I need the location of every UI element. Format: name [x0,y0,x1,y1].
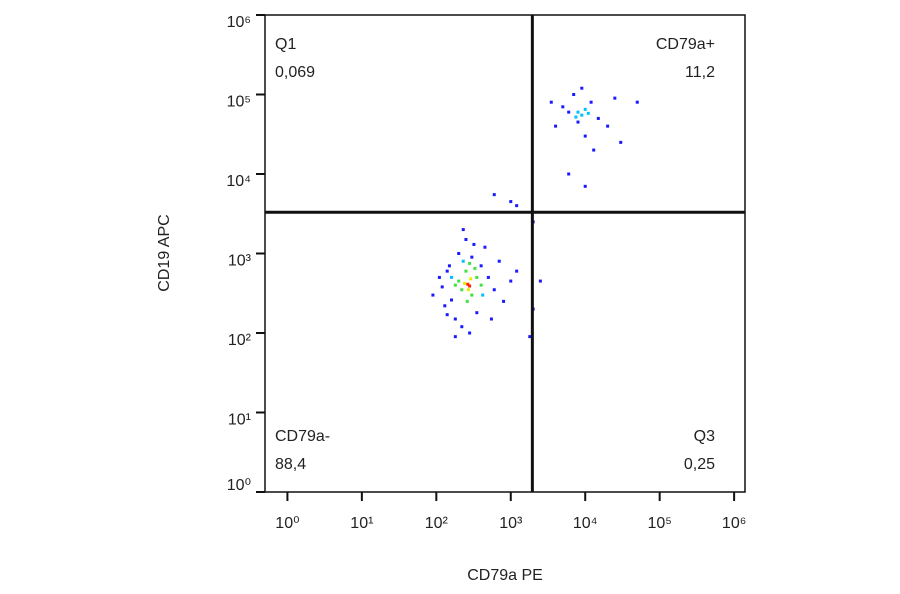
event-dot [528,335,532,339]
event-dot [492,193,496,197]
event-dot [453,317,457,321]
event-dot [440,285,444,289]
event-dot [479,264,483,268]
y-tick-label: 10⁶ [227,14,251,31]
event-dot [509,279,513,283]
y-tick-label: 10⁴ [226,173,251,190]
event-dot [447,264,451,268]
x-tick-label: 10⁰ [275,515,299,532]
x-tick-label: 10¹ [350,515,373,532]
plot-frame [264,14,746,493]
x-axis-title: CD79a PE [467,567,543,584]
quadrant-percent: 0,069 [275,64,315,81]
event-dot [437,275,441,279]
event-dot [470,293,474,297]
event-dot [460,325,464,329]
event-dot [580,113,584,117]
event-dot [567,110,571,114]
quadrant-percent: 11,2 [685,64,715,81]
event-dot [466,282,470,286]
event-dot [589,100,593,104]
event-dot [461,228,465,232]
event-dot [468,284,472,288]
event-dot [497,259,501,263]
quadrant-name: Q3 [694,428,715,445]
event-dot [509,200,513,204]
event-dot [450,275,454,279]
event-dot [457,252,461,255]
event-dot [561,105,565,109]
event-dot [586,111,590,115]
event-dot [576,110,580,114]
event-dot [619,140,623,144]
event-dot [486,275,490,279]
event-dot [481,293,485,297]
quadrant-name: Q1 [275,36,296,53]
event-dot [475,311,479,315]
event-dot [502,299,506,303]
x-tick-label: 10⁵ [647,515,671,532]
x-tick-label: 10² [425,515,449,532]
event-dot [583,134,587,138]
event-dot [453,283,457,287]
event-dot [472,242,476,246]
event-dot [468,331,472,335]
event-dot [489,317,493,321]
y-tick-label: 10² [228,332,252,349]
event-dot [470,255,474,259]
y-axis-title: CD19 APC [156,214,173,291]
event-dot [613,96,617,100]
event-dot [596,116,600,120]
event-dot [431,293,435,297]
event-dot [606,124,610,128]
event-dot [450,298,454,302]
event-dot [445,313,449,317]
y-tick-label: 10¹ [228,412,251,429]
event-dot [461,259,465,263]
event-dot [492,288,496,292]
event-dot [592,148,596,152]
quadrant-name: CD79a+ [656,36,715,53]
event-dot [460,288,464,292]
event-dot [554,124,558,128]
event-dot [515,204,519,208]
y-tick-label: 10⁰ [227,477,251,494]
event-dot [443,304,447,308]
event-dot [583,107,587,111]
event-dot [483,245,487,249]
event-dot [468,261,472,265]
y-tick-label: 10⁵ [227,94,251,111]
event-dot [576,120,580,124]
event-dot [453,335,457,339]
event-dot [445,269,449,273]
x-tick-label: 10⁴ [573,515,598,532]
x-tick-label: 10³ [499,515,523,532]
event-dot [463,281,467,285]
event-dot [464,238,468,242]
quadrant-name: CD79a- [275,428,330,445]
event-dot [473,266,477,270]
x-tick-label: 10⁶ [722,515,746,532]
quadrant-percent: 0,25 [684,456,715,473]
event-dot [574,115,578,119]
quadrant-percent: 88,4 [275,456,306,473]
event-dot [465,299,469,303]
event-dot [515,269,519,273]
event-dot [538,279,542,283]
event-dot [635,100,639,104]
event-dot [549,100,553,104]
event-dot [464,269,468,273]
event-dot [457,279,461,283]
event-dot [479,283,483,287]
event-dot [469,277,473,281]
event-dot [475,275,479,279]
event-dot [583,184,587,188]
event-dot [567,172,571,176]
y-tick-label: 10³ [228,253,252,270]
event-dot [572,93,576,96]
event-dot [580,86,584,90]
event-dot [466,288,470,292]
